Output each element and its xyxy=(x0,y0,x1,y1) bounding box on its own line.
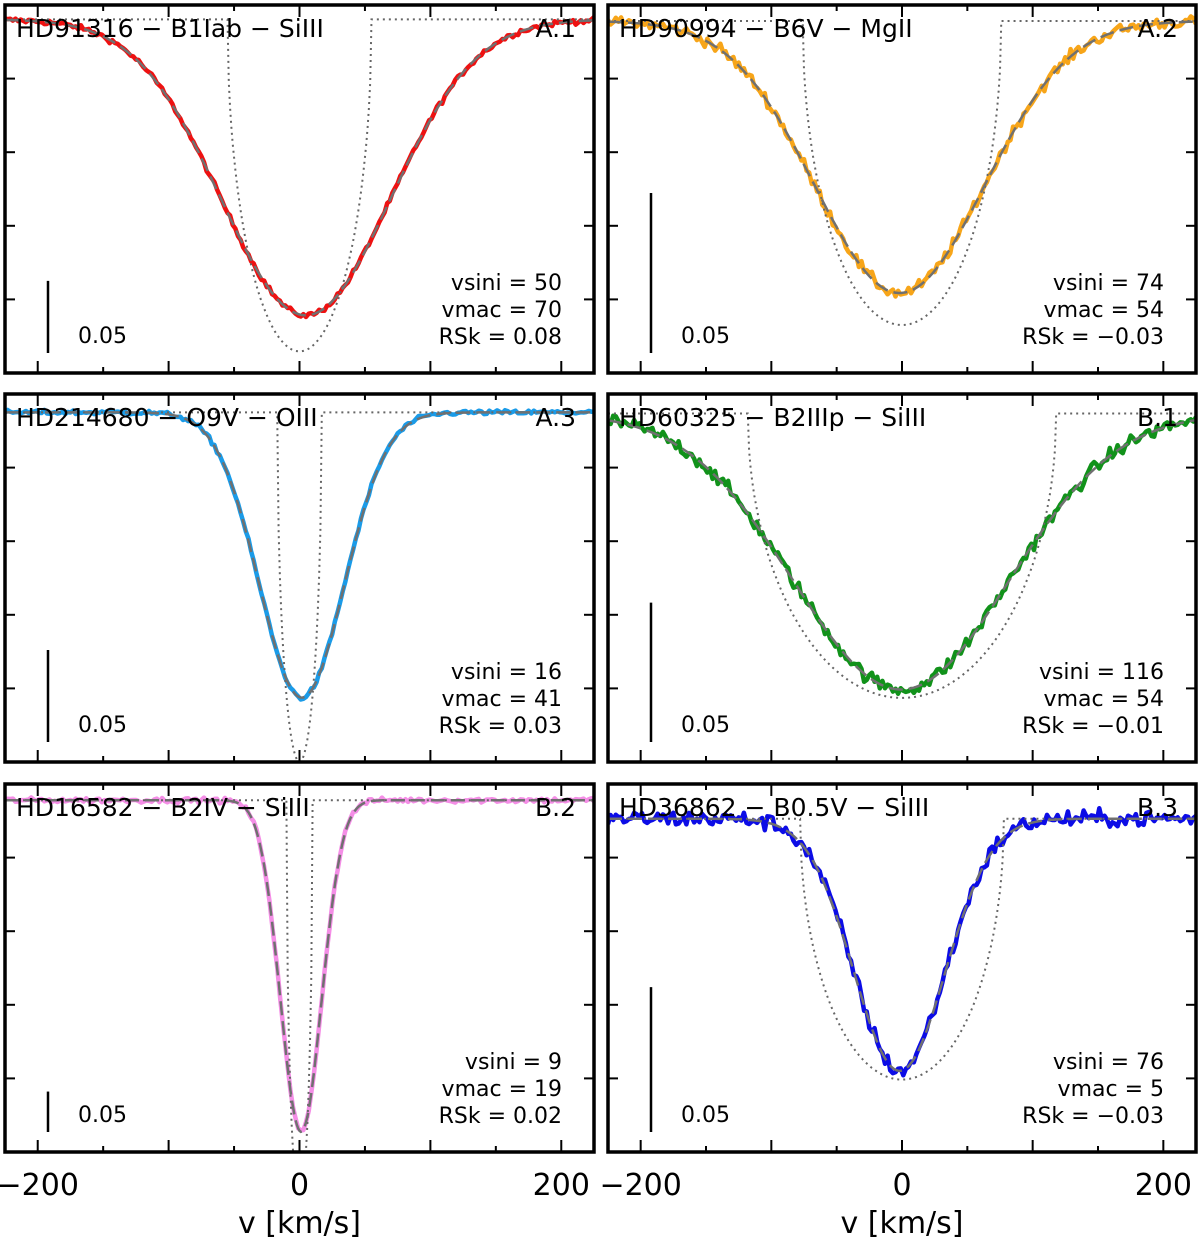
axis-ticks xyxy=(5,5,594,373)
stat-line: RSk = −0.03 xyxy=(1022,1104,1164,1129)
panel-label: A.1 xyxy=(535,14,576,43)
fit-profile-line xyxy=(5,798,594,1134)
scale-bar-label: 0.05 xyxy=(681,713,730,738)
observed-spectrum-line xyxy=(608,14,1196,299)
stat-line: vsini = 9 xyxy=(465,1050,562,1075)
panel-label: A.2 xyxy=(1137,14,1178,43)
axis-ticks xyxy=(608,5,1196,373)
stat-line: vsini = 74 xyxy=(1053,271,1164,296)
stat-line: vmac = 54 xyxy=(1044,298,1164,323)
panel-B-3: HD36862 − B0.5V − SiIII B.3 0.05 vsini = 76… xyxy=(599,782,1198,1241)
fit-profile-line xyxy=(5,18,594,317)
fit-profile-line xyxy=(608,418,1196,691)
axis-ticks xyxy=(5,784,594,1152)
stat-line: vsini = 50 xyxy=(451,271,562,296)
rotation-profile-line xyxy=(608,817,1196,1081)
panel-title: HD214680 − O9V − OIII xyxy=(16,403,318,432)
observed-spectrum-line xyxy=(5,407,594,702)
panel-label: B.1 xyxy=(1137,403,1178,432)
stat-line: RSk = −0.01 xyxy=(1022,714,1164,739)
x-tick-label: −200 xyxy=(599,1168,681,1203)
panel-title: HD60325 − B2IIIp − SiIII xyxy=(619,403,926,432)
stat-line: vmac = 41 xyxy=(442,687,562,712)
panel-label: B.3 xyxy=(1137,793,1178,822)
stat-line: vsini = 116 xyxy=(1039,660,1164,685)
stat-line: RSk = 0.08 xyxy=(439,325,562,350)
panel-A-3: HD214680 − O9V − OIII A.3 0.05 vsini = 16vm… xyxy=(3,392,596,764)
x-tick-label: −200 xyxy=(0,1168,79,1203)
panel-title: HD16582 − B2IV − SiIII xyxy=(16,793,310,822)
x-tick-label: 200 xyxy=(533,1168,590,1203)
fit-profile-line xyxy=(608,20,1196,295)
axis-ticks xyxy=(608,784,1196,1152)
x-tick-label: 0 xyxy=(290,1168,309,1203)
stat-line: vmac = 70 xyxy=(442,298,562,323)
rotation-profile-line xyxy=(608,412,1196,699)
axis-ticks xyxy=(608,394,1196,762)
stat-line: vsini = 16 xyxy=(451,660,562,685)
panel-title: HD91316 − B1Iab − SiIII xyxy=(16,14,324,43)
x-tick-label: 0 xyxy=(892,1168,911,1203)
stat-line: vmac = 54 xyxy=(1044,687,1164,712)
scale-bar-label: 0.05 xyxy=(681,324,730,349)
x-axis-label: v [km/s] xyxy=(840,1206,963,1241)
panel-title: HD36862 − B0.5V − SiIII xyxy=(619,793,929,822)
stat-line: vmac = 5 xyxy=(1058,1077,1164,1102)
scale-bar-label: 0.05 xyxy=(78,1103,127,1128)
panel-title: HD90994 − B6V − MgII xyxy=(619,14,913,43)
panel-A-2: HD90994 − B6V − MgII A.2 0.05 vsini = 74vma… xyxy=(606,3,1198,375)
scale-bar-label: 0.05 xyxy=(78,324,127,349)
rotation-profile-line xyxy=(608,20,1196,326)
panel-B-2: HD16582 − B2IV − SiIII B.2 0.05 vsini = 9vm… xyxy=(0,782,596,1241)
panel-label: A.3 xyxy=(535,403,576,432)
scale-bar-label: 0.05 xyxy=(681,1103,730,1128)
observed-spectrum-line xyxy=(608,805,1196,1078)
fit-profile-line xyxy=(5,411,594,699)
panel-A-1: HD91316 − B1Iab − SiIII A.1 0.05 vsini = 50… xyxy=(3,3,596,375)
axis-ticks xyxy=(5,394,594,762)
panel-B-1: HD60325 − B2IIIp − SiIII B.1 0.05 vsini = 1… xyxy=(606,392,1198,764)
stat-line: RSk = 0.03 xyxy=(439,714,562,739)
x-tick-label: 200 xyxy=(1135,1168,1192,1203)
panel-label: B.2 xyxy=(535,793,576,822)
x-axis-label: v [km/s] xyxy=(238,1206,361,1241)
stat-line: RSk = −0.03 xyxy=(1022,325,1164,350)
stat-line: vmac = 19 xyxy=(442,1077,562,1102)
scale-bar-label: 0.05 xyxy=(78,713,127,738)
stat-line: vsini = 76 xyxy=(1053,1050,1164,1075)
stat-line: RSk = 0.02 xyxy=(439,1104,562,1129)
fit-profile-line xyxy=(608,817,1196,1073)
